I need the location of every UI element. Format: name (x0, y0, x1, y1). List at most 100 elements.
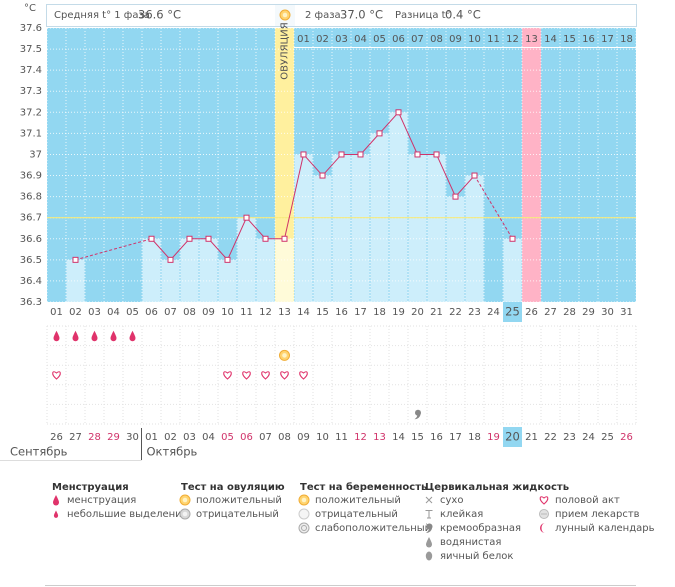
legend-icon (179, 494, 191, 506)
icon-part (280, 371, 289, 380)
legend-icon (426, 523, 433, 533)
legend-title: Менструация (52, 482, 129, 493)
month-label: Октябрь (147, 445, 198, 459)
x-tick-label: 30 (601, 307, 614, 318)
temp-point (167, 256, 174, 263)
phase1-label: Средняя t° 1 фаза (54, 10, 150, 21)
month-label: Сентябрь (10, 445, 68, 459)
phase2-day: 04 (354, 34, 367, 45)
date-label: 07 (259, 432, 272, 443)
temp-point (395, 109, 402, 116)
bar (142, 238, 161, 302)
temp-line (151, 111, 475, 261)
phase2-day: 07 (411, 34, 424, 45)
legend-icon (53, 510, 59, 518)
date-label: 22 (544, 432, 557, 443)
legend-icon (426, 537, 432, 548)
date-label: 16 (430, 432, 443, 443)
phase2-day: 08 (430, 34, 443, 45)
date-label: 24 (582, 432, 595, 443)
icon-part (53, 510, 59, 518)
legend-icon (539, 496, 549, 505)
date-label: 03 (183, 432, 196, 443)
date-label: 17 (449, 432, 462, 443)
date-label: 05 (221, 432, 234, 443)
day-icon (110, 330, 117, 342)
legend-icon (425, 496, 433, 504)
icon-part (129, 330, 136, 342)
x-tick-label: 18 (373, 307, 386, 318)
phase2-day: 15 (563, 34, 576, 45)
legend-icon (425, 551, 433, 561)
icon-part (182, 511, 188, 517)
date-label: 21 (525, 432, 538, 443)
legend-icon (298, 522, 310, 534)
x-tick-label: 05 (126, 307, 139, 318)
legend-label: отрицательный (315, 509, 398, 520)
legend-label: водянистая (440, 537, 501, 548)
date-label: 06 (240, 432, 253, 443)
icon-part (282, 353, 287, 358)
date-label: 18 (468, 432, 481, 443)
day-icon (299, 371, 308, 380)
legend-label: кремообразная (440, 523, 521, 534)
legend-label: лунный календарь (555, 523, 655, 534)
day-icon (91, 330, 98, 342)
bar (408, 154, 427, 302)
legend-title: Цервикальная жидкость (425, 482, 569, 493)
legend-icon (298, 494, 310, 506)
icon-part (298, 522, 310, 534)
bar (313, 175, 332, 302)
x-tick-label: 31 (620, 307, 633, 318)
header-icon (279, 9, 291, 21)
today-date-box (503, 427, 522, 447)
legend-label: положительный (196, 495, 282, 506)
x-tick-label: 24 (487, 307, 500, 318)
temp-point (224, 256, 231, 263)
icon-part (539, 496, 549, 505)
marked-column (522, 28, 541, 302)
icon-part (223, 371, 232, 380)
phase2-label: 2 фаза (305, 10, 341, 21)
legend-icon (53, 495, 59, 506)
x-tick-label: 11 (240, 307, 253, 318)
legend-label: половой акт (555, 495, 620, 506)
date-label: 26 (620, 432, 633, 443)
y-tick-label: 37.1 (20, 128, 42, 139)
phase2-day: 06 (392, 34, 405, 45)
legend-label: яичный белок (440, 551, 513, 562)
y-tick-label: 37.2 (20, 107, 42, 118)
temp-point (243, 214, 250, 221)
day-icon (72, 330, 79, 342)
y-tick-label: 37.5 (20, 44, 42, 55)
diff-label: Разница t° (395, 10, 451, 21)
icon-part (540, 523, 545, 533)
date-label: 09 (297, 432, 310, 443)
bar (66, 259, 85, 302)
x-tick-label: 21 (430, 307, 443, 318)
phase2-day: 03 (335, 34, 348, 45)
ovulation-label: ОВУЛЯЦИЯ (280, 22, 291, 80)
date-label: 25 (601, 432, 614, 443)
day-icon (279, 349, 290, 361)
y-tick-label: 36.8 (20, 192, 42, 203)
legend-label: слабоположительный (315, 523, 431, 534)
temp-point (338, 151, 345, 158)
day-icon (261, 371, 270, 380)
temp-point (300, 151, 307, 158)
x-tick-label: 23 (468, 307, 481, 318)
phase2-value: 37.0 °C (340, 8, 383, 22)
temp-point (357, 151, 364, 158)
temp-point (319, 172, 326, 179)
bar (427, 154, 446, 302)
y-tick-label: 37 (29, 149, 42, 160)
x-tick-label: 01 (50, 307, 63, 318)
icon-part (414, 413, 421, 420)
temp-point (509, 235, 516, 242)
x-tick-label: 04 (107, 307, 120, 318)
day-icon (53, 330, 60, 342)
icon-part (261, 371, 270, 380)
x-tick-label: 13 (278, 307, 291, 318)
date-label: 20 (505, 430, 520, 444)
